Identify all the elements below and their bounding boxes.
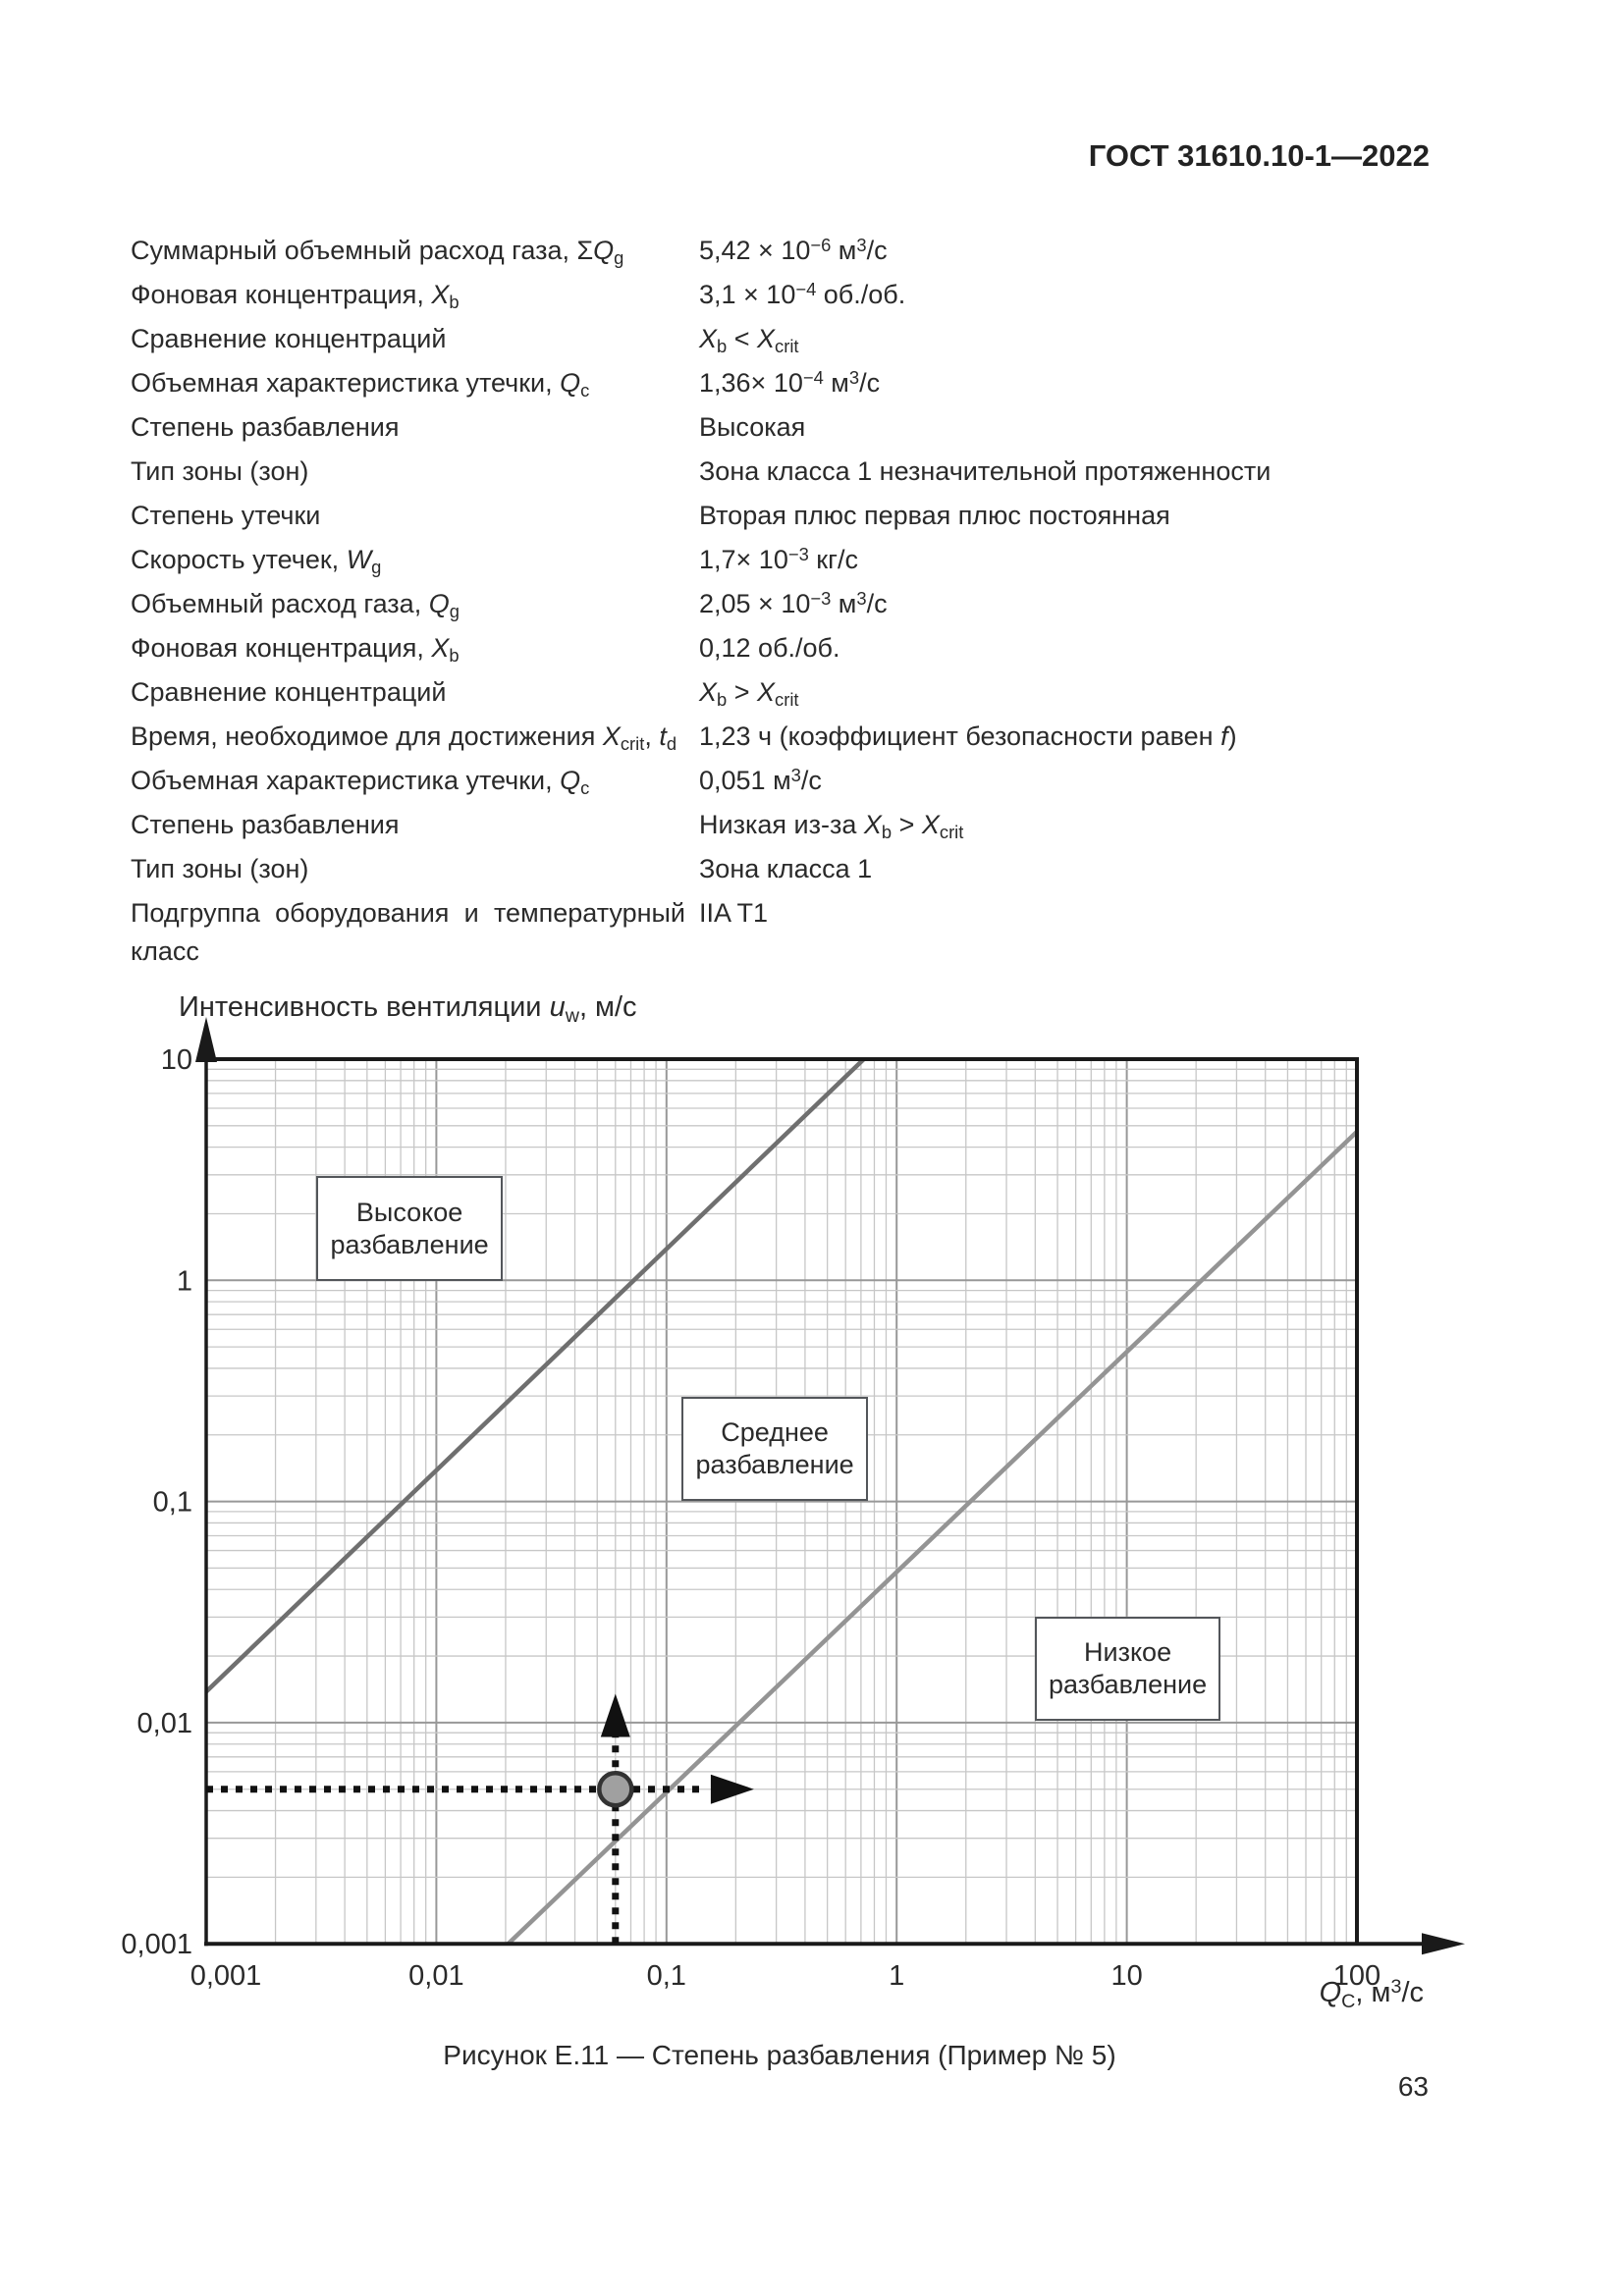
parameter-label: Объемная характеристика утечки, Qc [131,368,590,401]
parameter-label: Тип зоны (зон) [131,854,309,883]
example-point-marker [597,1770,634,1808]
dilution-chart: Интенсивность вентиляции uw, м/с 0,001 0,… [118,972,1502,2037]
parameter-label: Суммарный объемный расход газа, ΣQg [131,236,624,269]
parameter-value: 2,05 × 10−3 м3/с [699,587,888,618]
boundary-line-medium-low-boundary [506,1130,1359,1946]
parameter-row: Объемная характеристика утечки, Qc 0,051 … [131,758,1436,802]
boundary-line-high-medium-boundary [204,1057,866,1694]
parameter-value: 1,7× 10−3 кг/с [699,543,858,574]
parameter-label: Скорость утечек, Wg [131,545,382,578]
parameter-label: Объемная характеристика утечки, Qc [131,766,590,799]
parameter-value: Xb < Xcrit [699,324,799,357]
parameter-label: Тип зоны (зон) [131,456,309,486]
parameter-value: Вторая плюс первая плюс постоянная [699,501,1170,530]
x-tick-label: 0,001 [190,1960,262,1992]
parameter-row: Скорость утечек, Wg 1,7× 10−3 кг/с [131,537,1436,581]
y-axis-title: Интенсивность вентиляции uw, м/с [179,991,637,1027]
parameter-label: Степень разбавления [131,810,400,839]
parameter-value: Зона класса 1 незначительной протяженнос… [699,456,1272,486]
parameter-row: Степень разбавления Низкая из-за Xb > Xcr… [131,802,1436,846]
parameter-value: Высокая [699,412,806,442]
parameter-row: Тип зоны (зон) Зона класса 1 [131,846,1436,890]
x-tick-label: 10 [1110,1960,1142,1992]
parameter-label: Фоновая концентрация, Xb [131,633,460,667]
x-axis-arrow-icon [1422,1933,1465,1955]
parameter-label: Объемный расход газа, Qg [131,589,460,622]
chart-canvas: 0,001 0,01 0,1 1 10 100 10 1 0,1 0,01 0,001 [121,1017,1465,1992]
y-tick-label: 0,001 [121,1929,192,1960]
guide-up-arrow-icon [600,1693,630,1737]
parameters-list: Суммарный объемный расход газа, ΣQg 5,42 … [131,228,1436,971]
guide-right-arrow-icon [710,1774,754,1804]
parameter-row: Объемный расход газа, Qg 2,05 × 10−3 м3/с [131,581,1436,625]
parameter-label: Подгруппа оборудования и температурный к… [131,898,685,966]
y-tick-label: 0,1 [153,1487,192,1519]
x-axis-title: QC, м3/с [1319,1976,1424,2012]
parameter-row: Время, необходимое для достижения Xcrit,… [131,714,1436,758]
parameter-label: Степень утечки [131,501,321,530]
parameter-row: Фоновая концентрация, Xb 0,12 об./об. [131,625,1436,669]
parameter-row: Фоновая концентрация, Xb 3,1 × 10−4 об./о… [131,272,1436,316]
parameter-value: 0,051 м3/с [699,764,822,795]
page-header: ГОСТ 31610.10-1—2022 [1088,138,1430,173]
parameter-label: Время, необходимое для достижения Xcrit,… [131,721,677,755]
parameter-row: Тип зоны (зон) Зона класса 1 незначительн… [131,449,1436,493]
parameter-value: 3,1 × 10−4 об./об. [699,278,906,309]
parameter-value: 5,42 × 10−6 м3/с [699,234,888,265]
parameter-value: Низкая из-за Xb > Xcrit [699,810,964,843]
parameter-row: Суммарный объемный расход газа, ΣQg 5,42 … [131,228,1436,272]
parameter-row: Объемная характеристика утечки, Qc 1,36× … [131,360,1436,404]
parameter-value: 1,36× 10−4 м3/с [699,366,881,398]
y-axis-arrow-icon [195,1017,217,1062]
parameter-row: Степень утечки Вторая плюс первая плюс по… [131,493,1436,537]
zone-label-medium-dilution: Среднее разбавление [680,1397,869,1501]
zone-label-high-dilution: Высокое разбавление [315,1176,504,1282]
x-tick-label: 1 [889,1960,904,1992]
x-tick-label: 0,1 [647,1960,686,1992]
zone-label-low-dilution: Низкое разбавление [1034,1617,1221,1721]
y-tick-label: 10 [161,1044,192,1076]
parameter-value: IIA T1 [699,898,769,928]
parameter-row: Степень разбавления Высокая [131,404,1436,449]
parameter-row: Подгруппа оборудования и температурный к… [131,890,1436,971]
parameter-value: Xb > Xcrit [699,677,799,711]
x-tick-label: 100 [1333,1960,1380,1992]
parameter-value: 1,23 ч (коэффициент безопасности равен f… [699,721,1237,751]
parameter-row: Сравнение концентраций Xb > Xcrit [131,669,1436,714]
page-number: 63 [1397,2071,1429,2102]
parameter-label: Степень разбавления [131,412,400,442]
parameter-row: Сравнение концентраций Xb < Xcrit [131,316,1436,360]
x-tick-label: 0,01 [408,1960,463,1992]
figure-caption: Рисунок Е.11 — Степень разбавления (Прим… [443,2040,1116,2070]
parameter-label: Фоновая концентрация, Xb [131,280,460,313]
y-tick-label: 0,01 [137,1708,192,1739]
y-tick-label: 1 [177,1265,192,1297]
parameter-value: Зона класса 1 [699,854,873,883]
parameter-value: 0,12 об./об. [699,633,840,663]
parameter-label: Сравнение концентраций [131,677,447,707]
parameter-label: Сравнение концентраций [131,324,447,353]
